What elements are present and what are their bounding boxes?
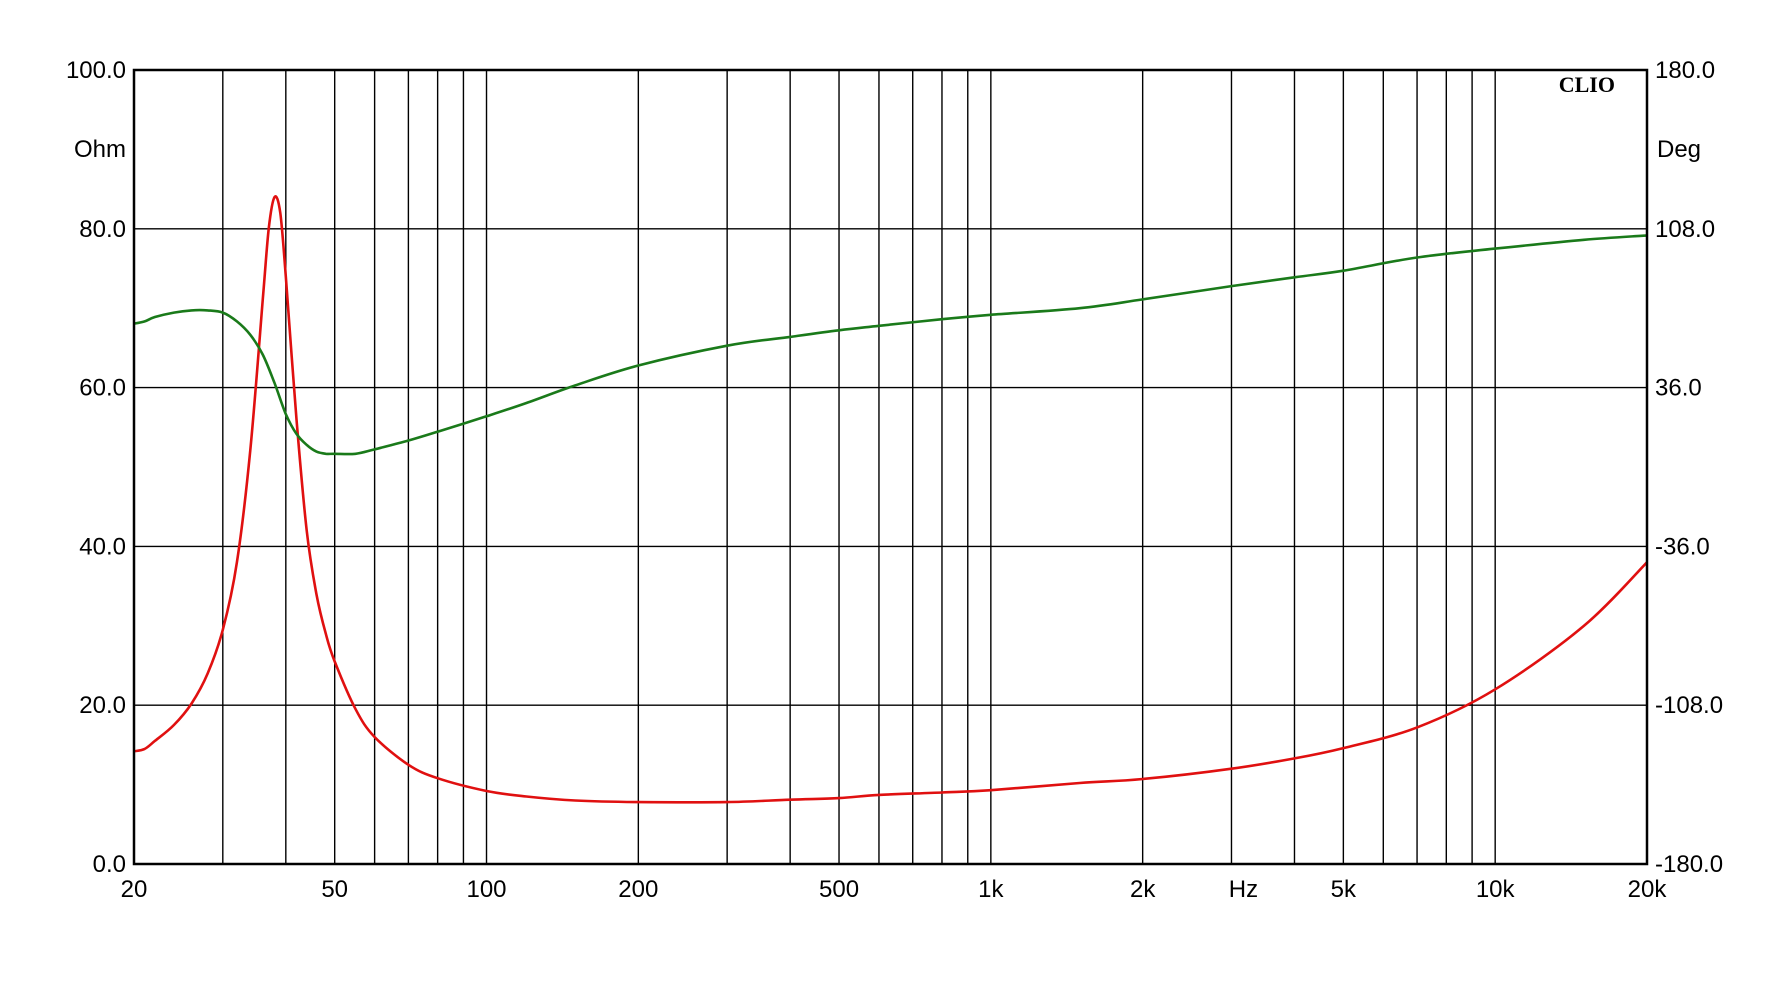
left-tick-label: 20.0 bbox=[79, 692, 126, 719]
x-tick-label: 20 bbox=[121, 876, 148, 903]
right-tick-label: -108.0 bbox=[1655, 692, 1723, 719]
right-tick-label: 36.0 bbox=[1655, 375, 1702, 402]
left-unit-label: Ohm bbox=[74, 136, 126, 163]
label-layer: 20 50 100 200 500 1k 2k 5k 10k 20k Hz 0.0 20.0 40.0 60… bbox=[66, 57, 1723, 903]
grid-layer bbox=[133, 69, 1648, 865]
right-unit-label: Deg bbox=[1657, 136, 1701, 163]
left-tick-label: 0.0 bbox=[93, 851, 126, 878]
x-tick-label: 50 bbox=[321, 876, 348, 903]
right-tick-label: -180.0 bbox=[1655, 851, 1723, 878]
x-tick-label: 2k bbox=[1130, 876, 1156, 903]
right-tick-label: 108.0 bbox=[1655, 216, 1715, 243]
x-tick-label: 100 bbox=[466, 876, 506, 903]
x-tick-label: 5k bbox=[1331, 876, 1357, 903]
x-tick-label: 20k bbox=[1628, 876, 1668, 903]
x-unit-label: Hz bbox=[1229, 876, 1258, 903]
right-tick-label: -36.0 bbox=[1655, 533, 1710, 560]
clio-brand-label: CLIO bbox=[1559, 72, 1615, 97]
left-tick-label: 100.0 bbox=[66, 57, 126, 84]
left-tick-label: 40.0 bbox=[79, 533, 126, 560]
x-tick-label: 500 bbox=[819, 876, 859, 903]
left-tick-label: 60.0 bbox=[79, 375, 126, 402]
impedance-curve bbox=[133, 195, 1648, 804]
right-tick-label: 180.0 bbox=[1655, 57, 1715, 84]
x-tick-label: 1k bbox=[978, 876, 1004, 903]
x-tick-label: 200 bbox=[618, 876, 658, 903]
x-tick-label: 10k bbox=[1476, 876, 1516, 903]
plot-frame bbox=[132, 68, 1649, 866]
phase-curve bbox=[133, 234, 1648, 456]
series-layer bbox=[133, 195, 1648, 804]
left-tick-label: 80.0 bbox=[79, 216, 126, 243]
